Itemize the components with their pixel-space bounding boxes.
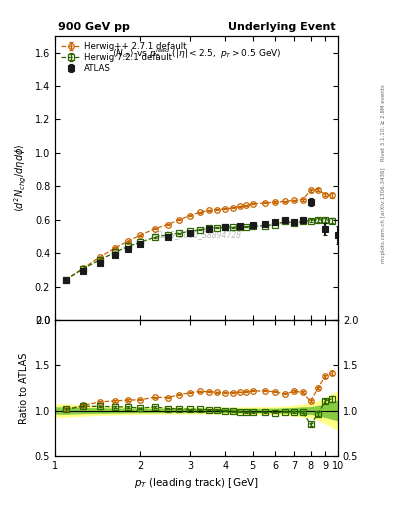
Text: ATLAS_2010_S8894728: ATLAS_2010_S8894728 [151,230,242,240]
Text: Rivet 3.1.10, ≥ 2.8M events: Rivet 3.1.10, ≥ 2.8M events [381,84,386,161]
Text: mcplots.cern.ch [arXiv:1306.3436]: mcplots.cern.ch [arXiv:1306.3436] [381,167,386,263]
Legend: Herwig++ 2.7.1 default, Herwig 7.2.1 default, ATLAS: Herwig++ 2.7.1 default, Herwig 7.2.1 def… [59,40,189,75]
Y-axis label: $\langle d^2 N_{chg}/d\eta d\phi \rangle$: $\langle d^2 N_{chg}/d\eta d\phi \rangle… [13,144,29,212]
Text: Underlying Event: Underlying Event [228,22,335,32]
Text: $\langle N_{ch}\rangle$ vs $p_T^{lead}$ ($|\eta| < 2.5,\ p_T > 0.5$ GeV): $\langle N_{ch}\rangle$ vs $p_T^{lead}$ … [112,46,281,61]
Y-axis label: Ratio to ATLAS: Ratio to ATLAS [19,352,29,423]
X-axis label: $p_T$ (leading track) [GeV]: $p_T$ (leading track) [GeV] [134,476,259,490]
Text: 900 GeV pp: 900 GeV pp [58,22,130,32]
